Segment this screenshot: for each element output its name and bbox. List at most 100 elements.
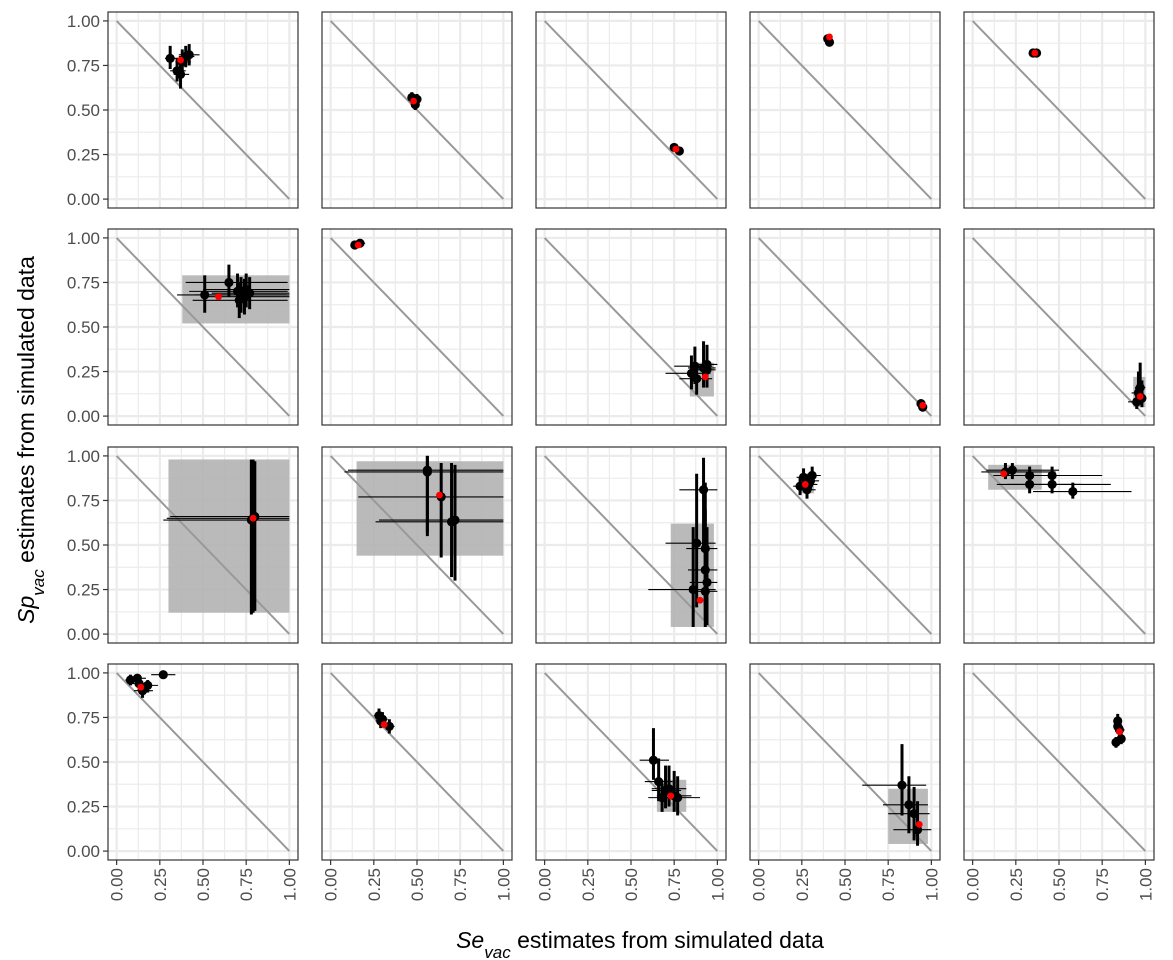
reference-diagonal <box>115 237 291 417</box>
estimate-point <box>904 800 914 810</box>
panel-content <box>750 229 940 425</box>
x-tick-label: 0.50 <box>194 868 213 901</box>
panel-border <box>963 11 1155 209</box>
panel-content <box>750 664 940 860</box>
panel-content <box>322 12 512 208</box>
panel-border <box>749 11 941 209</box>
panel-content <box>108 447 298 643</box>
panel-content <box>964 447 1154 643</box>
estimate-point <box>450 515 460 525</box>
panel-2-1 <box>107 228 299 426</box>
true-value-point <box>701 373 709 381</box>
true-value-point <box>354 241 362 249</box>
reference-diagonal <box>329 237 505 417</box>
estimate-point <box>897 780 907 790</box>
x-tick-label: 1.00 <box>494 868 513 901</box>
true-value-point <box>1116 728 1123 736</box>
estimate-point <box>422 465 432 475</box>
panel-content <box>322 664 512 860</box>
panel-content <box>322 447 512 643</box>
panel-3-2 <box>321 446 513 644</box>
y-axis-title-text: estimates from simulated data <box>13 256 39 569</box>
panel-3-3 <box>535 446 727 644</box>
x-tick-label: 0.75 <box>879 868 898 901</box>
panel-2-2 <box>321 228 513 426</box>
reference-diagonal <box>329 672 505 852</box>
x-tick-label: 0.25 <box>151 868 170 901</box>
panel-border <box>749 446 941 644</box>
reference-diagonal <box>971 20 1147 200</box>
panel-content <box>964 12 1154 208</box>
x-tick-label: 0.00 <box>322 868 341 901</box>
estimate-point <box>700 586 710 596</box>
estimate-point <box>657 793 667 803</box>
panel-content <box>964 664 1154 860</box>
y-tick-label: 1.00 <box>67 229 100 248</box>
y-tick-label: 0.25 <box>67 798 100 817</box>
y-tick-label: 0.50 <box>67 753 100 772</box>
true-value-point <box>826 33 833 41</box>
x-tick-label: 0.25 <box>579 868 598 901</box>
true-value-point <box>1000 470 1008 478</box>
estimate-point <box>692 538 702 548</box>
y-tick-label: 0.00 <box>67 842 100 861</box>
panel-border <box>535 228 727 426</box>
panel-border <box>321 446 513 644</box>
true-value-point <box>1136 393 1144 400</box>
true-value-point <box>137 683 145 691</box>
y-tick-label: 0.75 <box>67 273 100 292</box>
x-tick-label: 1.00 <box>922 868 941 901</box>
reference-diagonal <box>329 20 505 200</box>
estimate-point <box>239 292 250 302</box>
x-tick-label: 1.00 <box>280 868 299 901</box>
y-tick-label: 1.00 <box>67 447 100 466</box>
estimate-point <box>1068 486 1078 497</box>
panel-content <box>108 664 298 860</box>
estimate-point <box>165 53 175 63</box>
x-axis-title: Sevac estimates from simulated data <box>456 927 824 960</box>
x-tick-label: 0.00 <box>750 868 769 901</box>
x-tick-label: 0.75 <box>1093 868 1112 901</box>
panel-border <box>321 228 513 426</box>
true-value-point <box>410 97 417 105</box>
panel-4-5 <box>963 663 1155 861</box>
estimate-point <box>224 277 234 288</box>
true-value-point <box>249 514 257 522</box>
estimate-point <box>673 793 683 803</box>
panel-1-1 <box>107 11 299 209</box>
true-value-point <box>380 721 388 728</box>
panel-border <box>963 228 1155 426</box>
panel-content <box>536 447 726 643</box>
x-tick-label: 0.50 <box>622 868 641 901</box>
x-axis-title-symbol: Se <box>456 927 484 953</box>
y-axis: 0.00 0.25 0.50 0.75 1.00 0.00 0.25 0.50 0.75 1.00… <box>67 12 108 861</box>
x-tick-label: 0.00 <box>964 868 983 901</box>
reference-diagonal <box>757 20 933 200</box>
panels-layer <box>107 11 1155 861</box>
x-tick-label: 0.25 <box>1007 868 1026 901</box>
y-tick-label: 0.00 <box>67 625 100 644</box>
reference-diagonal <box>543 672 719 852</box>
estimate-point <box>143 680 153 690</box>
panel-content <box>536 229 726 425</box>
panel-content <box>536 664 726 860</box>
panel-1-4 <box>749 11 941 209</box>
reference-diagonal <box>971 237 1147 417</box>
panel-border <box>535 446 727 644</box>
estimate-point <box>1047 479 1057 490</box>
panel-3-4 <box>749 446 941 644</box>
x-tick-label: 0.25 <box>793 868 812 901</box>
y-tick-label: 0.75 <box>67 56 100 75</box>
estimate-point <box>1113 716 1123 726</box>
panel-3-1 <box>107 446 299 644</box>
y-tick-label: 0.75 <box>67 708 100 727</box>
estimate-point <box>648 755 659 765</box>
reference-diagonal <box>543 20 719 200</box>
reference-diagonal <box>543 455 719 635</box>
panel-4-3 <box>535 663 727 861</box>
true-value-point <box>696 596 704 604</box>
panel-content <box>108 12 298 208</box>
x-tick-label: 0.50 <box>1050 868 1069 901</box>
reference-diagonal <box>329 455 505 635</box>
panel-2-4 <box>749 228 941 426</box>
